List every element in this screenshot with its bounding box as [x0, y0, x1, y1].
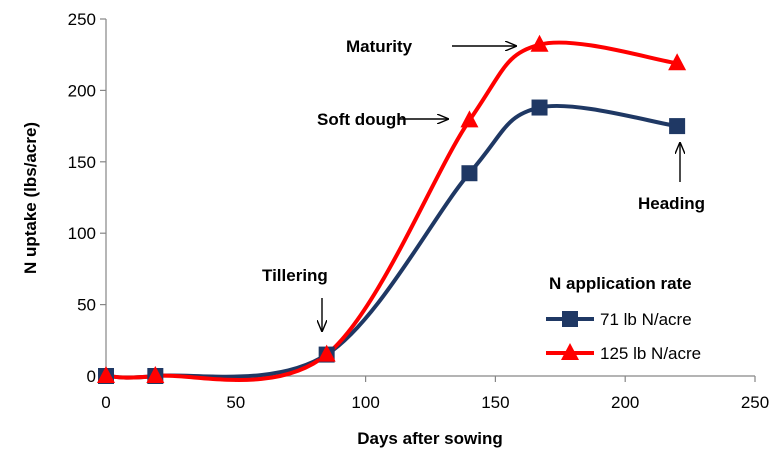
legend-marker-71 [562, 311, 578, 327]
data-point-71 [461, 165, 478, 182]
y-tick-label: 200 [68, 81, 96, 100]
y-tick-label: 150 [68, 153, 96, 172]
legend-marker-125 [561, 343, 579, 360]
x-tick-label: 50 [226, 393, 245, 412]
data-point-125 [530, 34, 549, 52]
annotation-maturity: Heading [638, 194, 705, 213]
legend: N application rate 71 lb N/acre 125 lb N… [546, 274, 701, 363]
x-tick-label: 150 [481, 393, 509, 412]
legend-title: N application rate [549, 274, 692, 293]
x-axis-title: Days after sowing [357, 429, 503, 448]
legend-label-71: 71 lb N/acre [600, 310, 692, 329]
y-tick-label: 250 [68, 10, 96, 29]
data-point-125 [97, 366, 115, 383]
x-tick-label: 250 [741, 393, 769, 412]
data-point-71 [669, 118, 686, 135]
data-point-125 [317, 344, 336, 362]
data-point-71 [531, 99, 548, 116]
legend-label-125: 125 lb N/acre [600, 344, 701, 363]
y-axis-title: N uptake (lbs/acre) [21, 122, 40, 274]
y-tick-label: 0 [87, 367, 96, 386]
data-point-125 [146, 366, 165, 383]
annotation-tillering: Tillering [262, 266, 328, 285]
y-tick-label: 50 [77, 296, 96, 315]
series-line-71 [104, 103, 680, 380]
y-tick-label: 100 [68, 224, 96, 243]
series-line-125 [104, 40, 680, 382]
x-tick-label: 200 [611, 393, 639, 412]
data-point-125 [460, 110, 479, 128]
data-point-125 [668, 53, 687, 71]
annotation-heading: Soft dough [317, 110, 407, 129]
x-tick-label: 100 [351, 393, 379, 412]
annotation-soft-dough: Maturity [346, 37, 413, 56]
x-tick-label: 0 [101, 393, 110, 412]
